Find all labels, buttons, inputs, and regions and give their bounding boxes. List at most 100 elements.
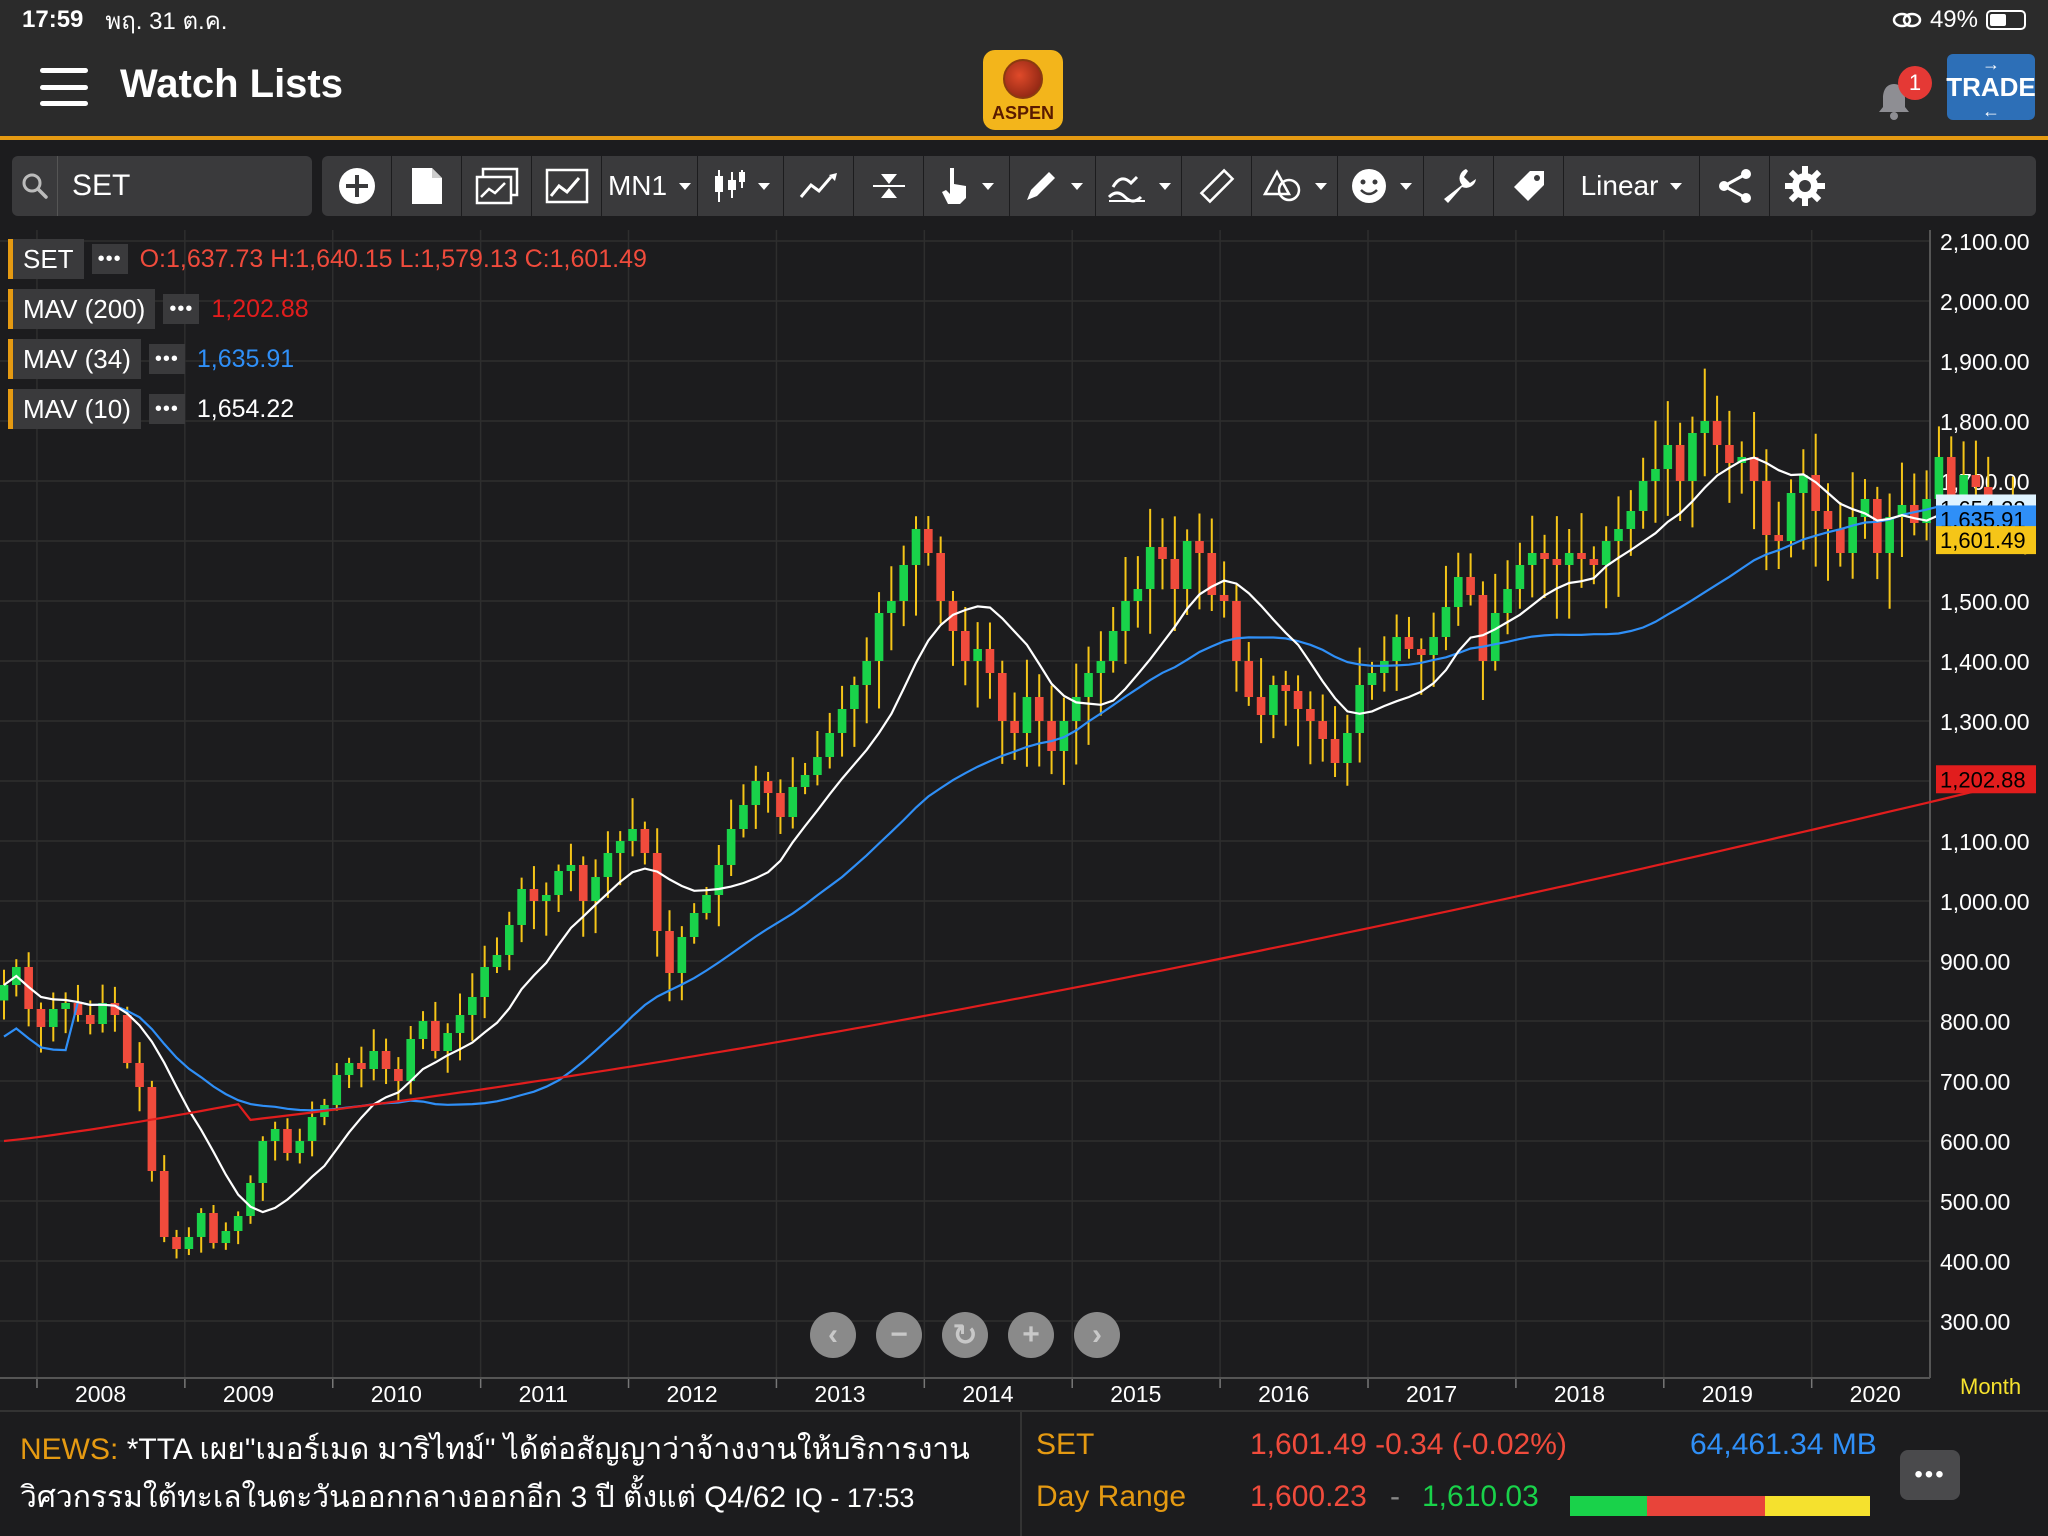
settings-button[interactable] (1770, 156, 1840, 216)
reset-button[interactable]: ↻ (942, 1312, 988, 1358)
more-icon[interactable]: ••• (91, 244, 128, 274)
draw-tool-select[interactable] (1010, 156, 1096, 216)
arrow-left-icon: ← (1982, 100, 2000, 121)
battery-percent: 49% (1929, 6, 1978, 33)
more-icon[interactable]: ••• (148, 394, 185, 424)
fibonacci-select[interactable] (1096, 156, 1182, 216)
share-button[interactable] (1700, 156, 1770, 216)
zoom-out-button[interactable]: − (876, 1312, 922, 1358)
candle-up (196, 1213, 206, 1237)
candle-down (1466, 577, 1475, 595)
price-tag-label: 1,202.88 (1940, 767, 2026, 792)
candle-down (1478, 595, 1488, 661)
zoom-in-button[interactable]: + (1008, 1312, 1054, 1358)
x-tick-label: 2009 (223, 1381, 274, 1407)
templates-button[interactable] (462, 156, 532, 216)
y-tick-label: 500.00 (1940, 1189, 2010, 1215)
y-tick-label: 900.00 (1940, 949, 2010, 975)
candle-down (1232, 601, 1241, 661)
legend-row-mav10: MAV (10) ••• 1,654.22 (8, 388, 647, 430)
cursor-select[interactable] (924, 156, 1010, 216)
candle-style-select[interactable] (698, 156, 784, 216)
chart-area[interactable]: SET ••• O:1,637.73 H:1,640.15 L:1,579.13… (0, 229, 2048, 1410)
candle-up (98, 1003, 107, 1024)
hand-pointer-icon (941, 168, 966, 204)
candle-down (36, 1009, 46, 1027)
legend-label[interactable]: MAV (200) (8, 289, 156, 329)
candle-down (1749, 457, 1759, 481)
candle-down (1158, 547, 1167, 559)
candle-down (665, 931, 674, 973)
legend-value: 1,635.91 (196, 344, 295, 373)
x-tick-label: 2020 (1850, 1381, 1901, 1407)
price-tag-label: 1,601.49 (1940, 528, 2026, 553)
x-tick-label: 2013 (814, 1381, 865, 1407)
axis-corner-label: Month (1960, 1374, 2021, 1399)
symbol-search[interactable] (12, 156, 312, 216)
timeframe-select[interactable]: MN1 (602, 156, 698, 216)
candle-down (1244, 661, 1254, 697)
measure-button[interactable] (1182, 156, 1252, 216)
legend-label[interactable]: MAV (10) (8, 389, 141, 429)
tools-button[interactable] (1424, 156, 1494, 216)
candle-up (628, 829, 637, 841)
candle-up (369, 1051, 379, 1069)
more-button[interactable]: ••• (1900, 1450, 1960, 1500)
day-range-bar (1570, 1496, 1870, 1516)
candle-down (357, 1063, 366, 1069)
chevron-down-icon (757, 182, 770, 190)
new-document-button[interactable] (392, 156, 462, 216)
x-tick-label: 2010 (371, 1381, 422, 1407)
day-range-label: Day Range (1036, 1480, 1187, 1513)
candle-down (1762, 481, 1771, 535)
news-ticker[interactable]: NEWS: *TTA เผย"เมอร์เมด มาริไทม์" ได้ต่อ… (20, 1426, 1010, 1522)
scale-select[interactable]: Linear (1564, 156, 1700, 216)
scroll-left-button[interactable]: ‹ (810, 1312, 856, 1358)
aspen-logo[interactable]: ASPEN (983, 50, 1063, 130)
candle-up (406, 1039, 416, 1081)
chart-legend: SET ••• O:1,637.73 H:1,640.15 L:1,579.13… (8, 238, 647, 438)
zoom-fit-button[interactable] (854, 156, 924, 216)
candle-up (1651, 469, 1660, 481)
y-tick-label: 300.00 (1940, 1309, 2010, 1335)
menu-icon[interactable] (40, 68, 88, 106)
candle-down (1712, 421, 1722, 445)
candle-up (739, 805, 748, 829)
candle-down (1552, 559, 1562, 565)
candlestick-chart[interactable]: 2,100.002,000.001,900.001,800.001,700.00… (0, 229, 2048, 1410)
more-icon[interactable]: ••• (148, 344, 185, 374)
scroll-right-button[interactable]: › (1074, 1312, 1120, 1358)
candle-up (677, 937, 687, 973)
candle-down (1256, 697, 1266, 715)
candle-down (936, 553, 945, 601)
y-tick-label: 1,900.00 (1940, 349, 2030, 375)
emoji-select[interactable] (1338, 156, 1424, 216)
more-icon[interactable]: ••• (163, 294, 200, 324)
add-button[interactable] (322, 156, 392, 216)
candle-down (73, 1003, 83, 1015)
chart-type-button[interactable] (532, 156, 602, 216)
candle-up (1084, 673, 1093, 697)
y-tick-label: 1,100.00 (1940, 829, 2030, 855)
candle-down (1010, 721, 1019, 733)
indicator-button[interactable] (784, 156, 854, 216)
candle-up (751, 781, 761, 805)
candle-down (1909, 505, 1919, 523)
candle-up (1441, 607, 1451, 637)
candle-down (1540, 553, 1549, 559)
y-tick-label: 600.00 (1940, 1129, 2010, 1155)
tool-strip: MN1 (322, 156, 2036, 216)
legend-label[interactable]: SET (8, 239, 84, 279)
candle-up (973, 649, 982, 661)
search-input[interactable] (58, 169, 298, 203)
x-tick-label: 2018 (1554, 1381, 1605, 1407)
candle-up (566, 865, 576, 871)
trade-button[interactable]: → TRADE ← (1946, 54, 2036, 121)
tag-button[interactable] (1494, 156, 1564, 216)
candle-down (85, 1015, 95, 1024)
quote-panel: SET 1,601.49 -0.34 (-0.02%) 64,461.34 MB… (1020, 1412, 2040, 1536)
candle-down (110, 1003, 120, 1015)
legend-label[interactable]: MAV (34) (8, 339, 141, 379)
shapes-select[interactable] (1252, 156, 1338, 216)
candle-up (1614, 529, 1623, 541)
